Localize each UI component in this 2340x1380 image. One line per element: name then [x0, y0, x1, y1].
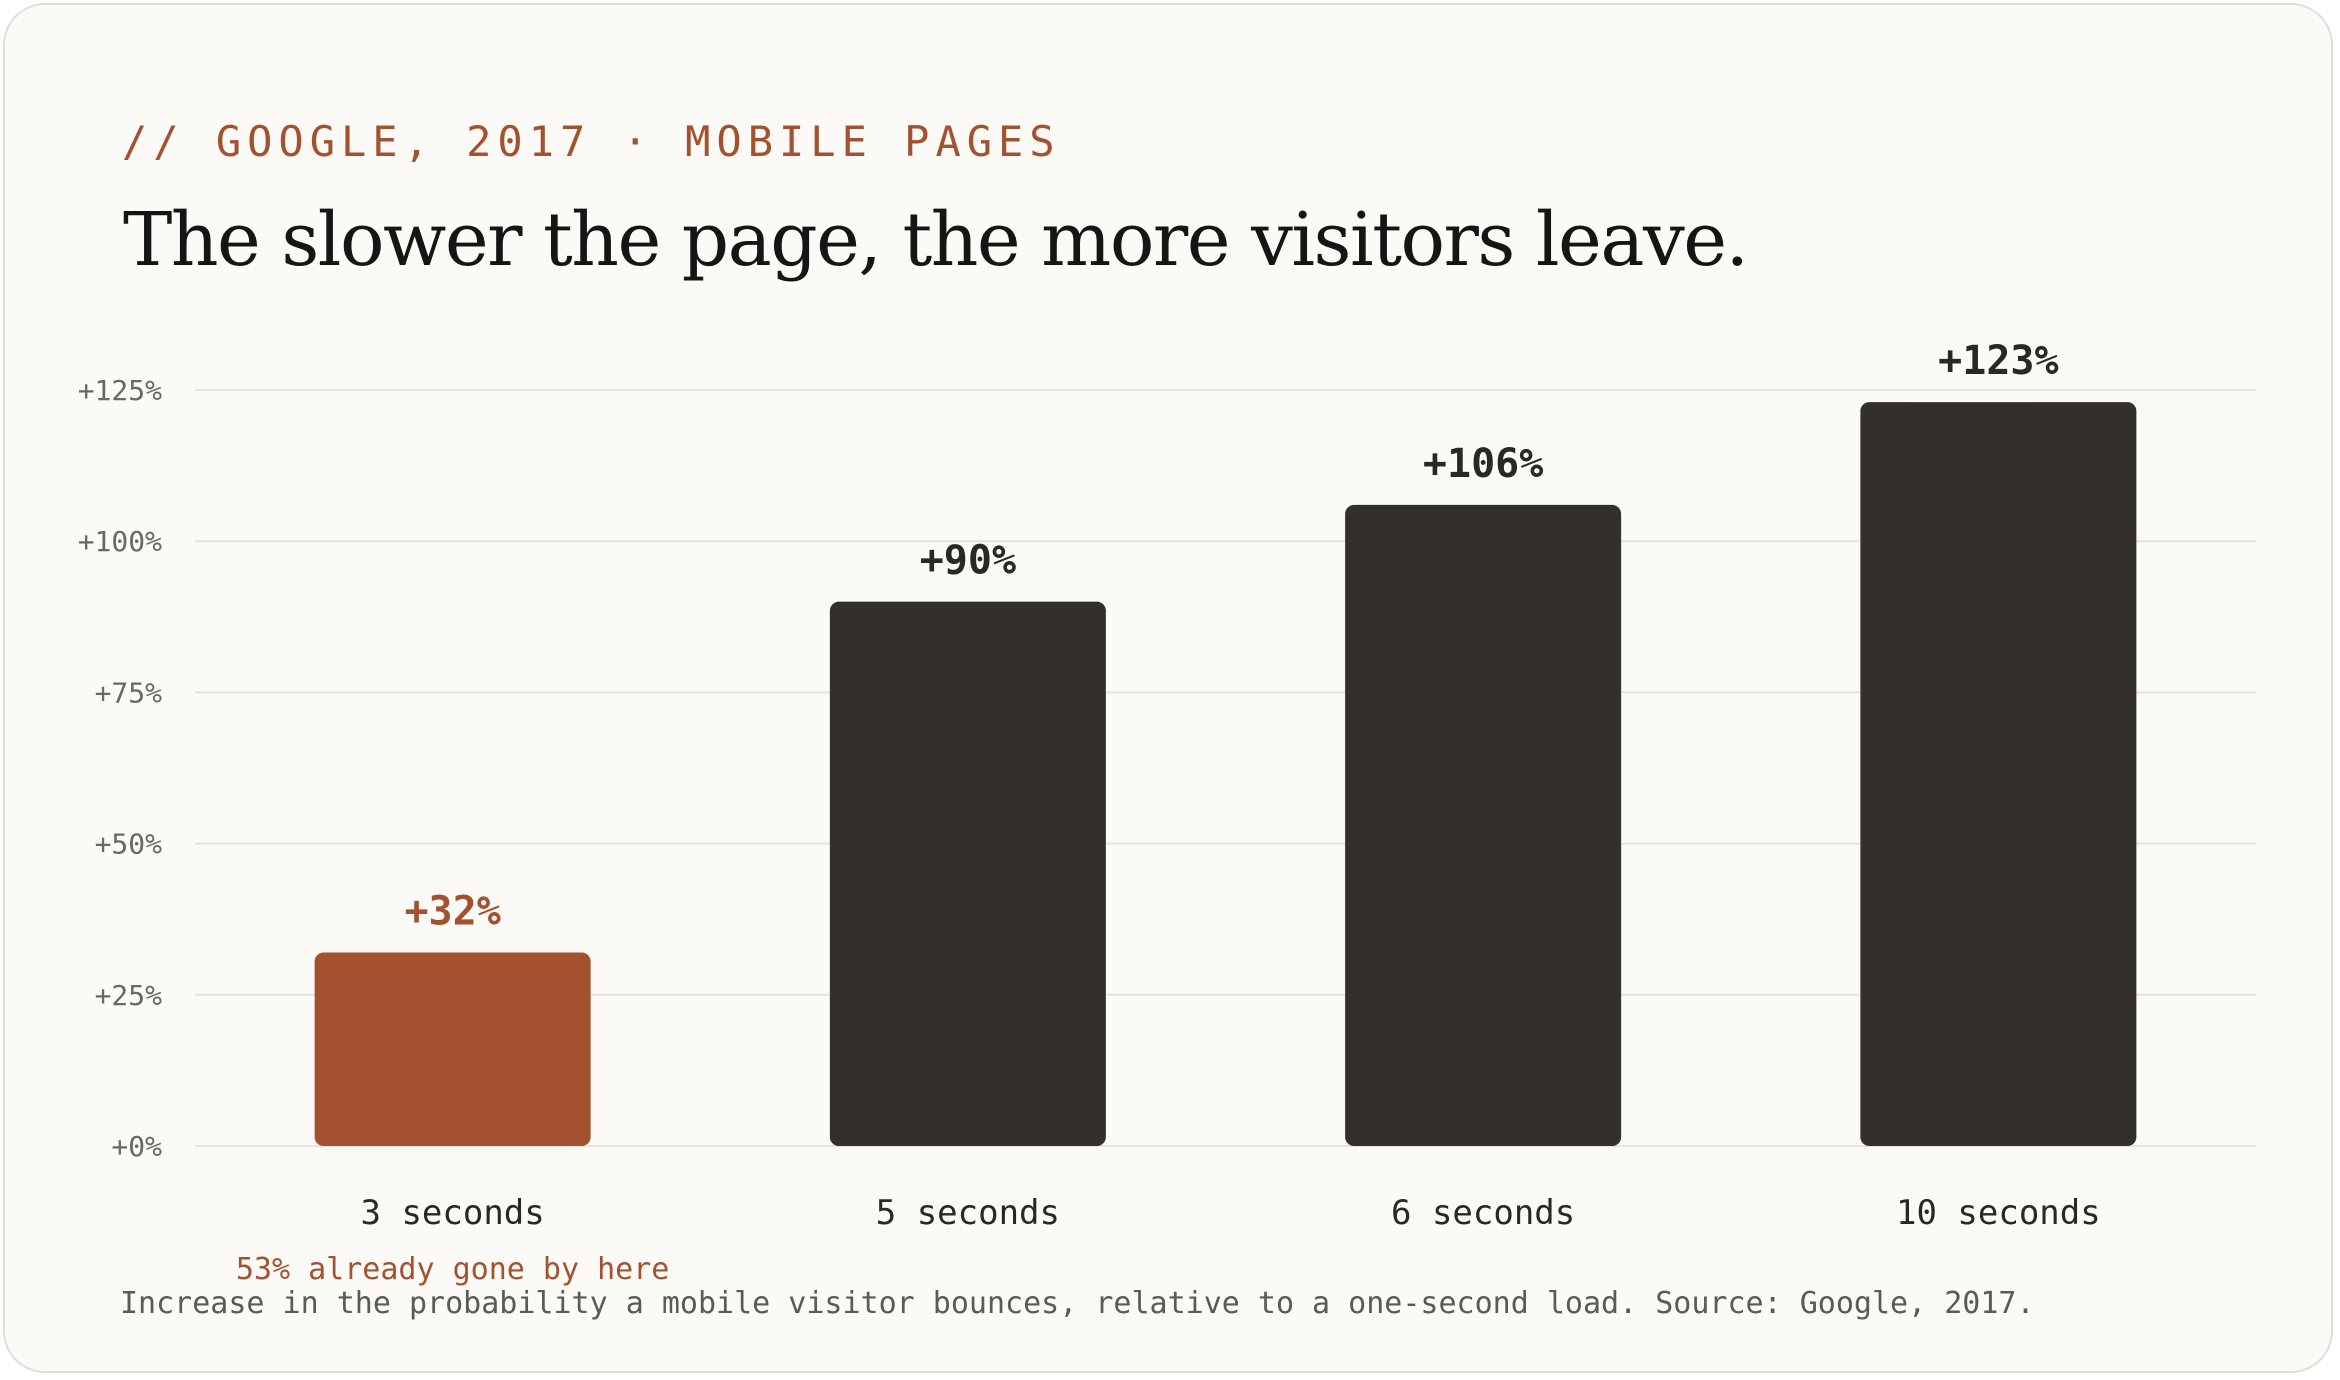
chart-title: The slower the page, the more visitors l…: [123, 197, 1749, 283]
category-labels: 3 seconds 5 seconds 6 seconds 10 seconds: [361, 1193, 2101, 1233]
annotations: 53% already gone by here: [236, 1252, 669, 1287]
y-tick-label: +75%: [95, 676, 163, 709]
bars: [314, 402, 2137, 1146]
value-label: +32%: [404, 888, 500, 934]
category-label: 6 seconds: [1391, 1193, 1575, 1233]
chart-caption: Increase in the probability a mobile vis…: [120, 1286, 2035, 1321]
y-tick-label: +100%: [78, 525, 162, 558]
y-tick-label: +25%: [95, 979, 163, 1012]
category-label: 10 seconds: [1896, 1193, 2101, 1233]
bar-6-seconds: [1345, 504, 1622, 1146]
value-label: +106%: [1423, 441, 1543, 487]
annotation-label: 53% already gone by here: [236, 1252, 669, 1287]
value-label: +90%: [920, 538, 1016, 584]
value-label: +123%: [1938, 338, 2058, 384]
bar-3-seconds: [314, 952, 591, 1146]
chart-kicker: // GOOGLE, 2017 · MOBILE PAGES: [122, 117, 1061, 166]
category-label: 3 seconds: [361, 1193, 545, 1233]
value-labels: +32% +90% +106% +123%: [404, 338, 2058, 934]
y-tick-label: +0%: [111, 1130, 162, 1163]
category-label: 5 seconds: [876, 1193, 1060, 1233]
y-axis-ticks: +0% +25% +50% +75% +100% +125%: [78, 374, 162, 1163]
bar-10-seconds: [1860, 402, 2137, 1146]
y-tick-label: +125%: [78, 374, 162, 407]
y-tick-label: +50%: [95, 828, 163, 861]
bar-5-seconds: [829, 601, 1106, 1146]
